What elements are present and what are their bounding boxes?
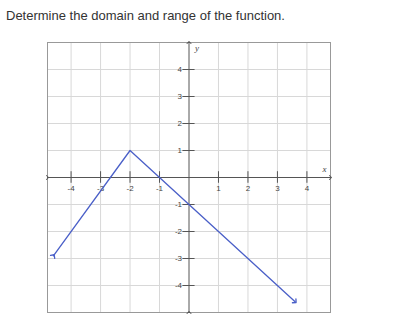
svg-text:1: 1 xyxy=(178,146,183,155)
svg-text:-1: -1 xyxy=(175,200,183,209)
svg-text:1: 1 xyxy=(216,184,221,193)
svg-text:-2: -2 xyxy=(126,184,134,193)
svg-text:3: 3 xyxy=(275,184,280,193)
svg-text:-1: -1 xyxy=(156,184,164,193)
svg-text:-4: -4 xyxy=(175,281,183,290)
svg-text:x: x xyxy=(322,164,327,174)
svg-text:4: 4 xyxy=(305,184,310,193)
svg-text:-3: -3 xyxy=(97,184,105,194)
svg-text:3: 3 xyxy=(178,92,183,101)
html-text:Determine the domain and range: Determine the domain and range of the fu… xyxy=(6,8,285,23)
svg-text:-3: -3 xyxy=(175,254,183,263)
svg-text:-4: -4 xyxy=(68,184,76,193)
svg-text:4: 4 xyxy=(178,65,183,74)
svg-text:2: 2 xyxy=(178,119,183,128)
svg-text:2: 2 xyxy=(246,184,251,193)
svg-text:y: y xyxy=(194,43,199,53)
svg-text:-2: -2 xyxy=(175,227,183,236)
